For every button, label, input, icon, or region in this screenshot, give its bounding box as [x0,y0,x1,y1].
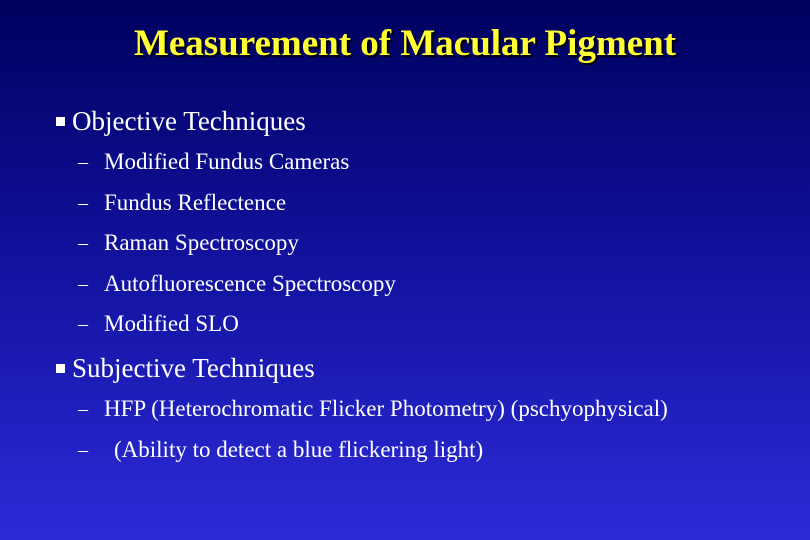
sub-item: (Ability to detect a blue flickering lig… [114,436,484,462]
dash: – [78,398,88,420]
dash: – [78,438,88,461]
section-heading: Objective Techniques [56,106,306,136]
sub-item: Modified SLO [104,311,239,336]
dash: – [78,151,88,173]
sub-item: Autofluorescence Spectroscopy [104,270,396,296]
dash: – [78,272,88,295]
dash: – [78,232,88,254]
dash: – [78,313,88,335]
sub-item: HFP (Heterochromatic Flicker Photometry)… [104,396,668,421]
sub-item: Raman Spectroscopy [104,230,299,255]
dash: – [78,191,88,214]
section-heading: Subjective Techniques [56,353,315,383]
slide-title: Measurement of Macular Pigment [133,23,677,64]
sub-item: Modified Fundus Cameras [104,149,350,174]
sub-item: Fundus Reflectence [104,189,287,215]
